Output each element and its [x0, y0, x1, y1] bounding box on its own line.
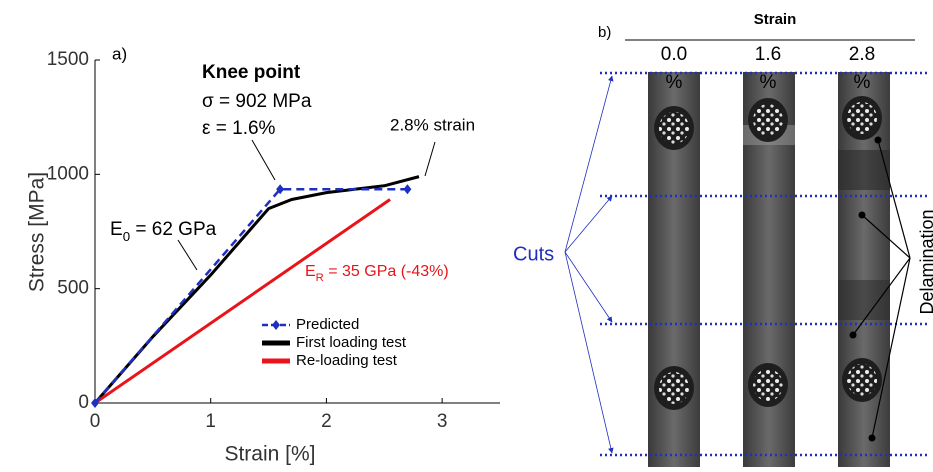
strain-header: Strain — [754, 11, 797, 28]
series-line — [94, 187, 408, 404]
panel-label: b) — [598, 24, 611, 41]
y-axis-label: Stress [MPa] — [26, 172, 49, 292]
cut-lines — [600, 71, 930, 457]
annotation: σ = 902 MPa — [202, 91, 312, 112]
annotation: ER = 35 GPa (-43%) — [305, 263, 449, 284]
y-tick-label: 500 — [57, 278, 89, 299]
column-unit: % — [666, 72, 683, 93]
series-line — [93, 175, 420, 404]
annotation-part: E — [110, 219, 123, 240]
data-point — [276, 184, 285, 195]
legend-label: Predicted — [296, 316, 359, 333]
annotation-part: E — [305, 263, 316, 280]
column-value: 0.0 — [661, 44, 687, 65]
column-unit: % — [760, 72, 777, 93]
annotation-pointer — [177, 239, 198, 271]
series-line — [94, 198, 391, 405]
annotation-pointer — [424, 141, 436, 177]
annotation: ε = 1.6% — [202, 118, 276, 139]
annotation-part: = 35 GPa (-43%) — [324, 263, 449, 280]
annotation-part: R — [316, 272, 324, 284]
legend-label: First loading test — [296, 334, 407, 351]
annotation-pointer — [251, 139, 276, 181]
delamination-pointers — [849, 136, 911, 442]
x-tick-label: 3 — [437, 411, 448, 432]
y-tick-label: 0 — [78, 392, 89, 413]
annotation-part: = 62 GPa — [130, 219, 217, 240]
cuts-label: Cuts — [513, 243, 554, 265]
cut-arrows — [564, 75, 614, 454]
legend-label: Re-loading test — [296, 352, 398, 369]
annotation-part: 0 — [123, 229, 130, 244]
delamination-label: Delamination — [917, 209, 933, 314]
x-axis-label: Strain [%] — [224, 443, 315, 466]
y-tick-label: 1500 — [47, 49, 89, 70]
column-unit: % — [854, 72, 871, 93]
strips — [648, 72, 890, 467]
annotation: E0 = 62 GPa — [110, 219, 217, 244]
x-tick-label: 1 — [205, 411, 216, 432]
x-tick-label: 0 — [90, 411, 101, 432]
panel-label: a) — [112, 44, 127, 63]
column-value: 1.6 — [755, 44, 781, 65]
y-tick-label: 1000 — [47, 163, 89, 184]
data-point — [91, 398, 99, 408]
x-tick-label: 2 — [321, 411, 332, 432]
annotation: 2.8% strain — [390, 115, 475, 134]
annotation: Knee point — [202, 62, 301, 83]
legend-marker — [272, 320, 280, 330]
column-value: 2.8 — [849, 44, 875, 65]
data-point — [403, 184, 412, 195]
